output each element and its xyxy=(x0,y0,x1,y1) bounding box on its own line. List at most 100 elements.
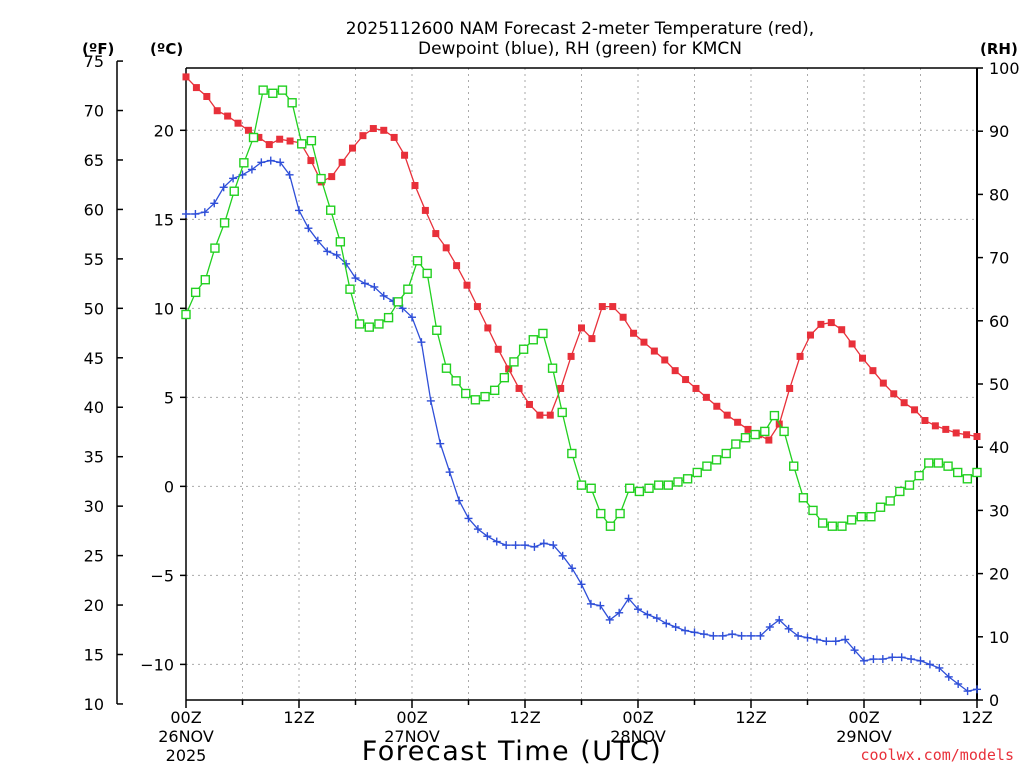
tick-label-date: 28NOV xyxy=(610,727,666,746)
temperature-point xyxy=(432,230,440,238)
dewpoint-point xyxy=(455,496,464,505)
dewpoint-point xyxy=(756,631,765,640)
rh-point xyxy=(403,284,413,294)
unit-label-rh: (RH) xyxy=(980,40,1018,58)
rh-point xyxy=(769,410,780,421)
temperature-point xyxy=(630,329,638,337)
dewpoint-point xyxy=(502,541,511,550)
temperature-point xyxy=(619,313,627,321)
rh-point xyxy=(374,319,384,329)
tick-label-f: 45 xyxy=(84,349,104,368)
rh-point xyxy=(306,135,317,146)
rh-point xyxy=(316,173,326,184)
tick-label-c: 10 xyxy=(154,299,174,318)
rh-point xyxy=(451,376,461,386)
temperature-point xyxy=(879,379,887,387)
temperature-point xyxy=(224,112,232,120)
rh-point xyxy=(248,132,259,143)
temperature-point xyxy=(473,303,481,311)
rh-point xyxy=(229,186,239,196)
rh-point xyxy=(972,467,982,478)
tick-label-date: 26NOV xyxy=(158,727,214,746)
temperature-point xyxy=(911,406,919,414)
tick-label-f: 15 xyxy=(84,646,104,665)
rh-point xyxy=(721,448,731,459)
dewpoint-point xyxy=(944,672,953,681)
rh-point xyxy=(789,461,799,471)
rh-point xyxy=(586,483,596,493)
temperature-point xyxy=(349,144,357,152)
temperature-point xyxy=(640,338,648,346)
temperature-point xyxy=(765,436,773,444)
dewpoint-point xyxy=(765,623,774,632)
rh-point xyxy=(615,508,625,519)
temperature-point xyxy=(401,151,409,159)
dewpoint-point xyxy=(426,396,435,405)
rh-point xyxy=(518,344,529,354)
rh-point xyxy=(673,477,683,487)
tick-label-x: 12Z xyxy=(283,708,314,727)
dewpoint-point xyxy=(681,626,690,635)
temperature-point xyxy=(744,425,752,433)
rh-point xyxy=(702,461,712,471)
dewpoint-point xyxy=(973,685,981,694)
tick-label-x: 12Z xyxy=(509,708,540,727)
tick-label-x: 00Z xyxy=(622,708,653,727)
temperature-point xyxy=(838,326,846,334)
dewpoint-point xyxy=(916,656,925,665)
rh-point xyxy=(219,218,230,228)
rh-point xyxy=(885,496,895,506)
dewpoint-point xyxy=(351,274,360,283)
temperature-point xyxy=(786,384,794,392)
dewpoint-point xyxy=(257,158,266,167)
dewpoint-point xyxy=(483,532,492,541)
dewpoint-point xyxy=(634,605,642,614)
dewpoint-point xyxy=(888,653,897,662)
temperature-point xyxy=(255,133,263,141)
tick-label-c: −10 xyxy=(140,655,174,674)
rh-point xyxy=(345,284,355,294)
dewpoint-point xyxy=(596,601,605,610)
temperature-point xyxy=(661,356,669,364)
dewpoint-point xyxy=(558,551,567,560)
temperature-point xyxy=(942,425,950,433)
dewpoint-point xyxy=(860,656,868,665)
dewpoint-point xyxy=(747,631,755,640)
rh-point xyxy=(817,518,828,528)
temperature-point xyxy=(380,126,388,134)
dewpoint-point xyxy=(737,631,746,640)
rh-point xyxy=(904,480,915,490)
temperature-point xyxy=(192,84,200,92)
rh-point xyxy=(808,505,818,516)
tick-label-f: 70 xyxy=(84,102,104,121)
temperature-point xyxy=(536,411,544,419)
dewpoint-point xyxy=(577,580,586,589)
rh-point xyxy=(846,515,857,525)
temperature-point xyxy=(859,354,867,362)
tick-label-x: 12Z xyxy=(735,708,766,727)
dewpoint-point xyxy=(511,541,520,550)
temperature-point xyxy=(723,411,731,419)
dewpoint-line xyxy=(186,159,978,692)
dewpoint-point xyxy=(247,165,256,174)
dewpoint-point xyxy=(436,439,445,448)
dewpoint-point xyxy=(690,628,699,637)
rh-point xyxy=(287,98,297,108)
dewpoint-point xyxy=(803,633,812,642)
dewpoint-point xyxy=(323,247,332,256)
dewpoint-point xyxy=(775,615,784,624)
tick-label-rh: 40 xyxy=(989,438,1009,457)
tick-label-date: 27NOV xyxy=(384,727,440,746)
rh-point xyxy=(740,433,751,443)
rh-point xyxy=(181,309,191,320)
tick-label-f: 60 xyxy=(84,200,104,219)
dewpoint-point xyxy=(822,637,831,646)
tick-label-c: 0 xyxy=(164,477,174,496)
rh-point xyxy=(393,297,403,307)
tick-label-x: 12Z xyxy=(961,708,992,727)
temperature-point xyxy=(515,384,523,392)
temperature-point xyxy=(671,367,679,375)
rh-point xyxy=(663,480,674,490)
rh-point xyxy=(943,461,953,471)
